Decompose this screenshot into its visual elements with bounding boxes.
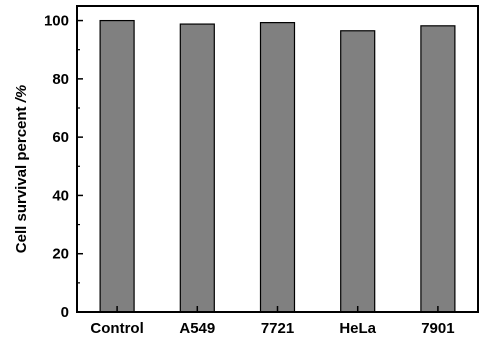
x-ticks-group: Control A549 7721 HeLa 7901 xyxy=(90,306,455,337)
y-axis-label-unit: /% xyxy=(13,85,30,104)
y-axis-label-main: Cell survival percent xyxy=(13,102,30,253)
bar-hela xyxy=(340,30,376,313)
x-tick-label: 7721 xyxy=(261,320,294,337)
y-tick-label: 60 xyxy=(52,129,69,146)
bar-7901 xyxy=(420,25,456,313)
y-tick-label: 80 xyxy=(52,71,69,88)
plot-frame xyxy=(76,5,479,313)
y-axis-label: Cell survival percent /% xyxy=(13,85,30,253)
bar-7721 xyxy=(259,22,296,313)
bar-control xyxy=(99,19,135,313)
x-tick-label: HeLa xyxy=(339,320,376,337)
x-tick-label: A549 xyxy=(179,320,215,337)
bar-a549 xyxy=(179,23,215,313)
bars-group xyxy=(99,19,456,313)
x-tick-label: Control xyxy=(90,320,143,337)
y-tick-label: 40 xyxy=(52,187,69,204)
y-tick-label: 100 xyxy=(44,13,69,30)
y-tick-label: 20 xyxy=(52,246,69,263)
x-tick-label: 7901 xyxy=(421,320,454,337)
y-tick-label: 0 xyxy=(61,304,69,321)
